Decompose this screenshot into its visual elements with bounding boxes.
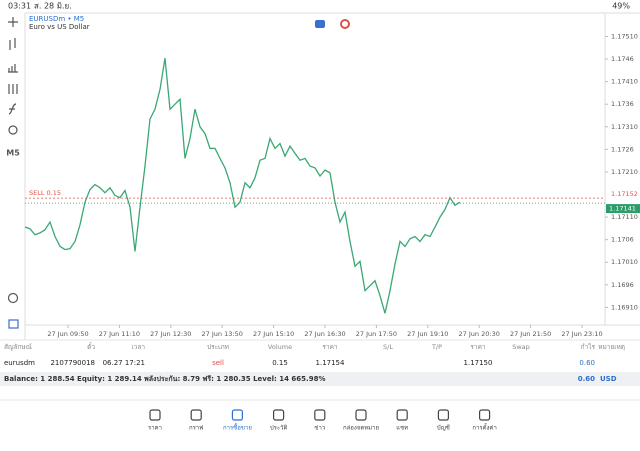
column-header: ตั๋ว [87,342,95,351]
indicators-tool[interactable] [8,84,18,94]
y-tick-label: 1.1736 [611,100,634,108]
total-profit: 0.60 [578,375,595,383]
buy-sell-icon[interactable] [315,20,325,28]
x-tick-label: 27 Jun 19:10 [407,330,448,338]
nav-icon[interactable] [479,409,491,421]
bid-price-box [606,204,640,214]
x-tick-label: 27 Jun 21:50 [510,330,551,338]
y-tick-label: 1.17210 [611,168,638,176]
cell[interactable]: 1.17154 [316,359,345,367]
y-tick-label: 1.1726 [611,145,634,153]
zoom-tool[interactable] [7,292,19,304]
column-header: Volume [268,343,292,351]
column-header: ประเภท [207,343,229,351]
nav-label[interactable]: บัญชี [437,424,450,432]
cell[interactable]: eurusdm [4,359,35,367]
bottom-nav: ราคา กราฟ การซื้อขาย ประวัติ ข่าว กล่องจดหมาย… [148,409,497,432]
nav-label[interactable]: กล่องจดหมาย [343,425,379,432]
candles-tool[interactable] [9,38,16,50]
cell[interactable]: 1.17150 [464,359,493,367]
column-header: T/P [431,343,442,351]
nav-label[interactable]: การซื้อขาย [223,422,252,432]
left-toolbar [7,17,19,329]
sell-label: SELL 0.15 [29,189,61,197]
nav-icon[interactable] [149,409,161,421]
nav-icon[interactable] [231,409,243,421]
status-time: 03:31 [8,2,31,11]
cell[interactable]: 2107790018 [50,359,95,367]
nav-icon[interactable] [396,409,408,421]
column-header: ราคา [470,343,485,351]
x-tick-label: 27 Jun 13:50 [202,330,243,338]
crosshair-tool[interactable] [8,17,18,27]
trade-tool[interactable] [8,319,19,329]
x-tick-label: 27 Jun 15:10 [253,330,294,338]
balance-text: Balance: 1 288.54 Equity: 1 289.14 พลังป… [4,375,325,383]
y-tick-label: 1.17110 [611,213,638,221]
y-tick-label: 1.17310 [611,123,638,131]
objects-tool[interactable] [8,103,17,115]
y-tick-label: 1.17410 [611,78,638,86]
nav-icon[interactable] [355,409,367,421]
positions-table: สัญลักษณ์ ตั๋ว เวลา ประเภท Volume ราคา S/L T/P ร… [4,342,625,367]
nav-icon[interactable] [190,409,202,421]
chart-symbol: EURUSDm • M5 [29,15,84,23]
cell[interactable]: 0.60 [579,359,595,367]
status-date: ส. 28 มิ.ย. [34,2,72,11]
x-tick-label: 27 Jun 11:10 [99,330,140,338]
nav-label[interactable]: ประวัติ [270,425,288,432]
nav-label[interactable]: กราฟ [189,425,203,432]
price-line [24,58,461,314]
y-tick-label: 1.1706 [611,236,634,244]
x-tick-label: 27 Jun 17:50 [356,330,397,338]
cell[interactable]: sell [212,359,224,367]
plot: 1.17510 1.1746 1.17410 1.1736 1.17310 1.1726 1… [24,32,640,338]
x-tick-label: 27 Jun 20:30 [459,330,500,338]
nav-label[interactable]: แชท [396,425,408,432]
x-tick-label: 27 Jun 09:50 [47,330,88,338]
x-tick-label: 27 Jun 16:30 [304,330,345,338]
nav-label[interactable]: ข่าว [314,425,325,432]
bars-tool[interactable] [8,64,18,73]
y-tick-label: 1.1746 [611,55,634,63]
x-tick-label: 27 Jun 23:10 [561,330,602,338]
y-tick-label: 1.1696 [611,281,634,289]
cell[interactable]: 0.15 [272,359,288,367]
nav-icon[interactable] [314,409,326,421]
shapes-tool[interactable] [8,125,18,135]
y-tick-label: 1.16910 [611,303,638,311]
balance-bar [0,372,640,386]
nav-label[interactable]: ราคา [148,425,162,432]
column-header: Swap [512,343,530,351]
sell-price-label: 1.17152 [611,190,638,198]
column-header: สัญลักษณ์ [4,343,32,351]
nav-label[interactable]: การตั้งค่า [472,422,496,432]
column-header: เวลา [131,343,145,351]
bid-price-label: 1.17141 [609,205,636,213]
y-tick-label: 1.17510 [611,32,638,40]
y-tick-label: 1.17010 [611,258,638,266]
cell[interactable]: 06.27 17:21 [103,359,145,367]
nav-icon[interactable] [437,409,449,421]
one-click-icon[interactable] [340,19,350,29]
column-header: S/L [383,343,393,351]
column-header: หมายเหตุ [598,343,625,351]
currency: USD [600,375,617,383]
nav-icon[interactable] [273,409,285,421]
x-tick-label: 27 Jun 12:30 [150,330,191,338]
status-battery: 49% [612,2,630,11]
timeframe-button[interactable]: M5 [6,149,20,158]
column-header: กำไร [581,343,596,351]
column-header: ราคา [322,343,337,351]
chart-description: Euro vs US Dollar [29,23,90,31]
